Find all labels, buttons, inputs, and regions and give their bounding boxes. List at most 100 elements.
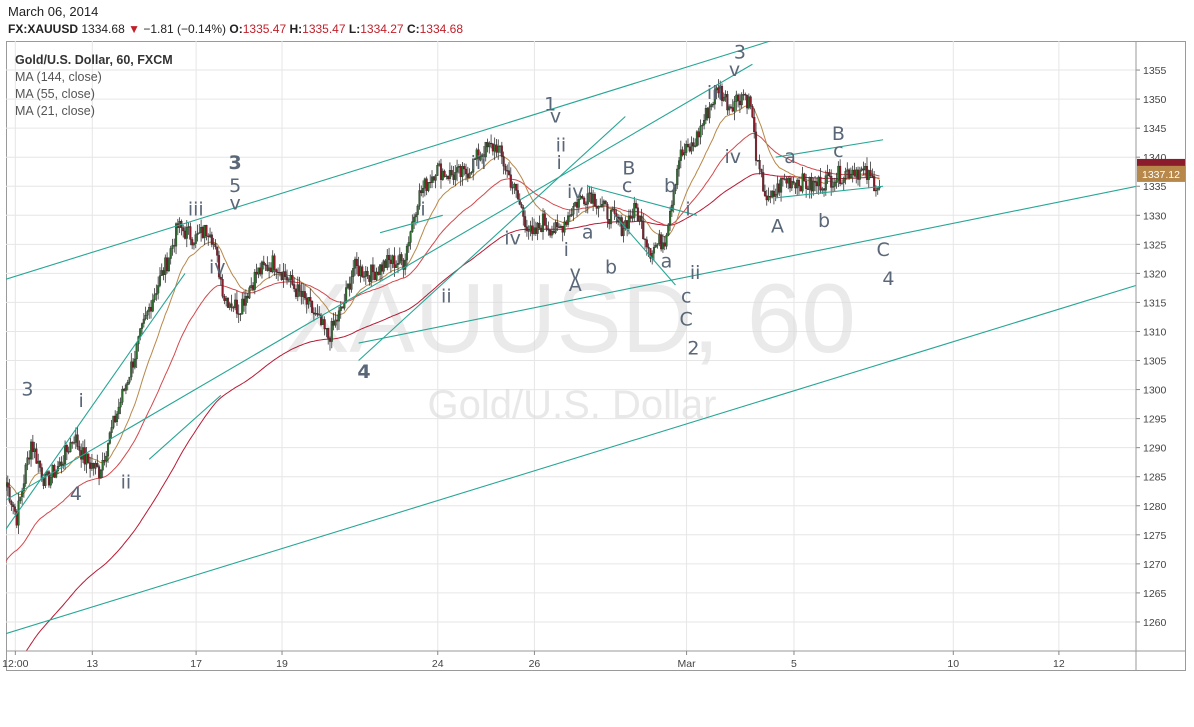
chart-frame <box>6 41 1186 671</box>
candle-up <box>438 163 441 166</box>
candle-down <box>463 166 466 170</box>
y-tick-label: 1290 <box>1143 443 1167 455</box>
candle-down <box>98 466 101 478</box>
candle-down <box>266 264 269 271</box>
candle-up <box>858 170 861 180</box>
candle-down <box>751 106 754 118</box>
candle-up <box>740 94 743 106</box>
candle-down <box>355 258 358 266</box>
legend-ma144[interactable]: MA (144, close) <box>15 70 102 84</box>
y-tick-label: 1325 <box>1143 239 1167 251</box>
candle-up <box>174 223 178 247</box>
candle-up <box>33 448 36 453</box>
candle-down <box>593 194 596 207</box>
candle-up <box>146 311 149 316</box>
wave-label: ii <box>121 471 132 493</box>
candle-up <box>268 267 271 271</box>
candle-up <box>167 258 170 272</box>
candle-up <box>783 178 786 180</box>
candle-down <box>688 146 691 152</box>
candle-up <box>710 104 713 108</box>
candle-up <box>864 166 867 171</box>
x-tick-label: 10 <box>947 658 959 670</box>
wave-label: i <box>420 198 425 220</box>
candle-down <box>545 225 548 229</box>
candle-up <box>498 145 502 147</box>
wave-label: c <box>622 175 632 197</box>
candle-up <box>101 460 104 471</box>
symbol[interactable]: FX:XAUUSD <box>8 22 79 36</box>
candle-down <box>640 216 643 222</box>
candle-up <box>728 106 731 111</box>
candle-up <box>434 175 437 181</box>
candle-up <box>445 175 448 177</box>
candle-down <box>754 131 758 161</box>
wave-label: v <box>550 105 561 127</box>
candle-up <box>330 321 333 342</box>
candle-up <box>364 270 367 277</box>
price-change: −1.81 (−0.14%) <box>143 22 227 36</box>
candle-up <box>416 205 419 215</box>
y-tick-label: 1355 <box>1143 65 1167 77</box>
candle-up <box>282 271 285 280</box>
candle-down <box>132 361 135 368</box>
x-tick-label: 5 <box>791 658 797 670</box>
wave-label: v <box>729 59 740 81</box>
candle-down <box>273 255 276 270</box>
candle-down <box>429 182 432 184</box>
candle-down <box>251 285 255 290</box>
legend-ma55[interactable]: MA (55, close) <box>15 87 95 101</box>
candle-down <box>534 227 537 234</box>
trendline <box>358 116 626 361</box>
candle-up <box>142 318 145 324</box>
candle-up <box>701 124 704 127</box>
candle-up <box>586 193 589 205</box>
candle-down <box>629 215 632 219</box>
candle-down <box>123 388 126 391</box>
candle-down <box>28 457 31 460</box>
candle-up <box>669 211 672 225</box>
candle-up <box>824 175 827 191</box>
candle-up <box>831 186 835 188</box>
candle-up <box>658 234 661 244</box>
candle-up <box>155 293 158 296</box>
candle-up <box>812 181 815 192</box>
candle-up <box>570 214 573 217</box>
candle-down <box>531 225 534 234</box>
candle-up <box>667 224 670 236</box>
wave-label: iv <box>504 227 521 249</box>
x-tick-label: 12:00 <box>2 658 28 670</box>
y-tick-label: 1265 <box>1143 588 1167 600</box>
candle-up <box>867 170 870 180</box>
last-price: 1334.68 <box>81 22 125 36</box>
candle-up <box>194 234 197 244</box>
candle-down <box>810 177 813 192</box>
candle-down <box>149 307 153 312</box>
candle-up <box>835 179 838 183</box>
candle-up <box>58 461 61 467</box>
candle-up <box>733 101 736 112</box>
candle-down <box>6 482 9 488</box>
candle-down <box>221 279 224 297</box>
x-tick-label: 19 <box>276 658 288 670</box>
candle-up <box>874 190 877 192</box>
candle-up <box>253 271 256 290</box>
last-price-badge <box>1137 165 1185 182</box>
candle-up <box>404 259 407 270</box>
candle-down <box>785 178 788 184</box>
legend-ma21[interactable]: MA (21, close) <box>15 104 95 118</box>
candle-down <box>763 191 767 196</box>
candle-down <box>502 156 505 167</box>
candle-down <box>873 176 876 192</box>
candle-down <box>96 463 99 467</box>
candle-down <box>744 94 747 96</box>
candle-up <box>592 194 595 204</box>
candle-down <box>660 234 663 250</box>
candle-down <box>92 463 95 469</box>
candle-up <box>124 384 127 391</box>
candle-up <box>44 474 47 486</box>
candle-down <box>87 453 90 463</box>
wave-label: 3 <box>21 378 33 400</box>
candle-down <box>291 274 294 285</box>
